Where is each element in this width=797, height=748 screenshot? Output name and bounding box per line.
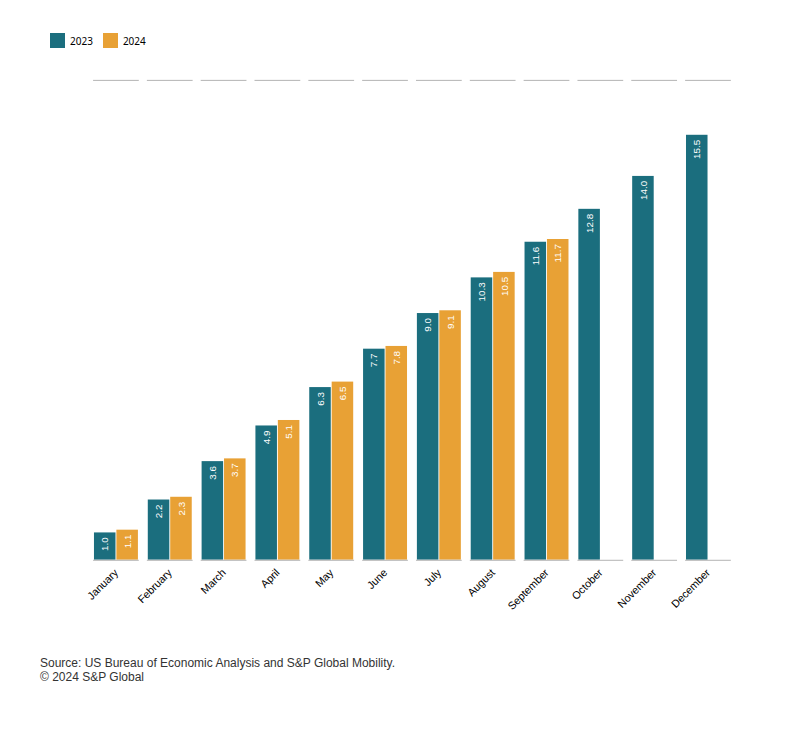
- svg-text:7.7: 7.7: [368, 354, 379, 368]
- html-text:2023: 2023: [70, 33, 93, 48]
- svg-text:January: January: [85, 566, 121, 602]
- svg-text:February: February: [135, 566, 174, 605]
- html-text:2024: 2024: [122, 33, 146, 48]
- svg-text:December: December: [669, 566, 713, 610]
- svg-text:4.9: 4.9: [261, 430, 272, 444]
- svg-text:August: August: [465, 566, 497, 598]
- svg-text:September: September: [505, 566, 551, 612]
- svg-text:10.5: 10.5: [499, 276, 510, 296]
- svg-text:5.1: 5.1: [283, 425, 294, 439]
- svg-text:3.7: 3.7: [229, 463, 240, 477]
- svg-text:May: May: [313, 566, 336, 589]
- svg-text:October: October: [569, 566, 605, 602]
- svg-text:9.0: 9.0: [422, 317, 433, 331]
- svg-text:3.6: 3.6: [207, 466, 218, 480]
- svg-text:March: March: [198, 566, 228, 596]
- svg-text:2.3: 2.3: [176, 501, 187, 515]
- svg-text:6.5: 6.5: [337, 386, 348, 400]
- svg-text:11.7: 11.7: [552, 244, 563, 262]
- svg-text:April: April: [258, 566, 282, 590]
- html-text:Source: US Bureau of Economic: Source: US Bureau of Economic Analysis a…: [40, 656, 396, 685]
- svg-text:June: June: [364, 566, 389, 591]
- svg-text:10.3: 10.3: [476, 282, 487, 302]
- svg-text:2.2: 2.2: [153, 504, 164, 518]
- svg-text:1.1: 1.1: [122, 535, 133, 549]
- svg-text:9.1: 9.1: [445, 315, 456, 329]
- svg-text:1.0: 1.0: [99, 537, 110, 551]
- svg-text:12.8: 12.8: [584, 213, 595, 233]
- svg-text:14.0: 14.0: [638, 180, 649, 200]
- svg-text:July: July: [421, 566, 443, 588]
- svg-text:November: November: [615, 566, 659, 610]
- svg-text:6.3: 6.3: [315, 392, 326, 406]
- svg-text:7.8: 7.8: [391, 350, 402, 364]
- svg-text:15.5: 15.5: [691, 139, 702, 159]
- svg-text:11.6: 11.6: [530, 246, 541, 265]
